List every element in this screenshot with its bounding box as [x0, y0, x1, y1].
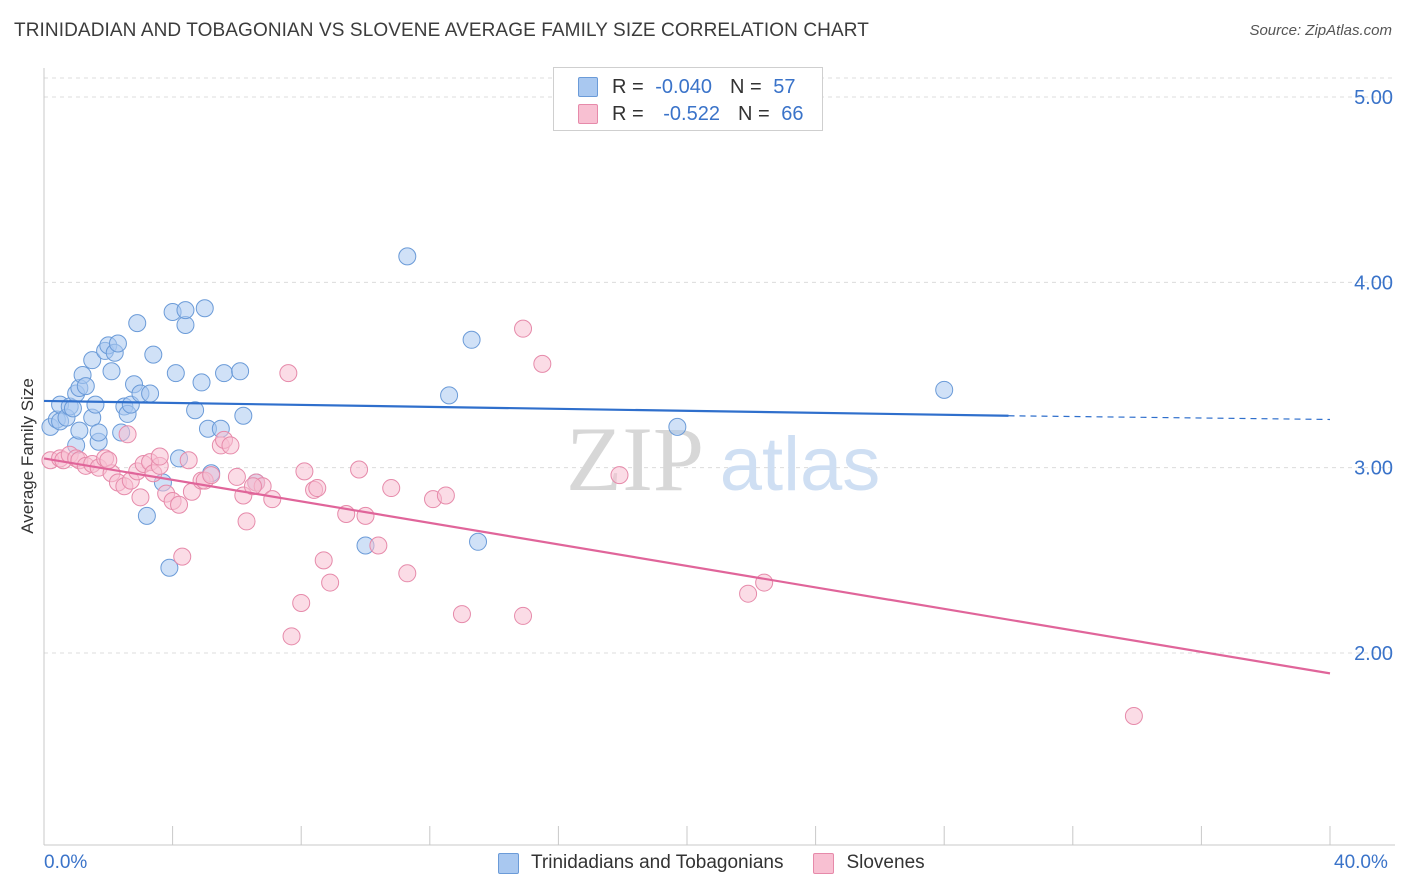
legend-swatch-blue [498, 852, 519, 874]
trend-line-1 [43, 457, 1331, 675]
data-point [382, 479, 401, 498]
data-point [295, 462, 314, 481]
data-point [176, 301, 195, 320]
data-point [166, 364, 185, 383]
data-point [469, 532, 488, 551]
x-tick-label-min: 0.0% [44, 852, 88, 873]
data-point [179, 451, 198, 470]
data-point [462, 330, 481, 349]
data-point [234, 406, 253, 425]
source-label: Source: ZipAtlas.com [1249, 22, 1392, 39]
data-point [263, 490, 282, 509]
data-point [314, 551, 333, 570]
series-1-points [41, 319, 1143, 726]
data-point [118, 425, 137, 444]
data-point [150, 447, 169, 466]
legend-item-trinidadians[interactable]: Trinidadians and Tobagonians [498, 852, 783, 874]
x-tick-label-max: 40.0% [1334, 852, 1388, 873]
data-point [533, 354, 552, 373]
chart-title: TRINIDADIAN AND TOBAGONIAN VS SLOVENE AV… [14, 20, 869, 41]
data-point [398, 564, 417, 583]
data-point [935, 380, 954, 399]
data-point [227, 467, 246, 486]
n-value: 57 [773, 75, 796, 98]
legend-swatch-pink [578, 104, 598, 124]
data-point [292, 593, 311, 612]
data-point [279, 364, 298, 383]
data-point [160, 558, 179, 577]
data-point [83, 351, 102, 370]
y-axis-label: Average Family Size [18, 378, 37, 534]
data-point [144, 345, 163, 364]
data-point [1124, 707, 1143, 726]
data-point [173, 547, 192, 566]
stats-legend: R = -0.040 N = 57 R = -0.522 N = 66 [553, 67, 823, 131]
data-point [131, 488, 150, 507]
legend-swatch-blue [578, 77, 598, 97]
series-legend: Trinidadians and Tobagonians Slovenes [498, 852, 955, 874]
data-point [128, 314, 147, 333]
data-point [231, 362, 250, 381]
data-point [102, 362, 121, 381]
legend-swatch-pink [813, 852, 835, 874]
data-point [308, 479, 327, 498]
data-point [398, 247, 417, 266]
stats-legend-row-blue: R = -0.040 N = 57 [578, 74, 795, 100]
trend-line-0 [43, 399, 1009, 417]
data-point [356, 506, 375, 525]
data-point [186, 401, 205, 420]
data-point [321, 573, 340, 592]
data-point [89, 423, 108, 442]
data-point [108, 334, 127, 353]
trend-lines [43, 399, 1331, 675]
legend-item-slovenes[interactable]: Slovenes [813, 852, 925, 874]
data-point [739, 584, 758, 603]
data-point [170, 495, 189, 514]
data-point [192, 373, 211, 392]
data-point [514, 319, 533, 338]
r-label: R = [612, 75, 644, 98]
n-value: 66 [781, 102, 804, 125]
data-point [436, 486, 455, 505]
data-point [755, 573, 774, 592]
legend-label: Slovenes [846, 852, 925, 873]
data-point [237, 512, 256, 531]
y-tick-label: 3.00 [1354, 458, 1393, 480]
y-tick-label: 5.00 [1354, 87, 1393, 109]
data-point [369, 536, 388, 555]
data-point [141, 384, 160, 403]
data-point [221, 436, 240, 455]
trend-line-0-extension [1008, 415, 1331, 421]
data-point [668, 417, 687, 436]
legend-label: Trinidadians and Tobagonians [531, 852, 784, 873]
data-point [282, 627, 301, 646]
data-point [76, 377, 95, 396]
data-point [452, 605, 471, 624]
data-point [350, 460, 369, 479]
data-point [243, 477, 262, 496]
n-label: N = [737, 102, 770, 125]
y-tick-label: 2.00 [1354, 643, 1393, 665]
watermark: ZIP atlas [566, 408, 880, 510]
r-value: -0.522 [663, 102, 720, 125]
data-point [70, 421, 89, 440]
data-point [610, 466, 629, 485]
r-label: R = [612, 102, 644, 125]
data-point [99, 451, 118, 470]
data-point [137, 506, 156, 525]
data-point [440, 386, 459, 405]
stats-legend-row-pink: R = -0.522 N = 66 [578, 101, 803, 127]
r-value: -0.040 [655, 75, 712, 98]
y-tick-labels: 2.00 3.00 4.00 5.00 [1354, 87, 1393, 665]
data-point [195, 299, 214, 318]
watermark-atlas: atlas [720, 422, 881, 507]
data-point [215, 364, 234, 383]
data-point [514, 606, 533, 625]
data-point [202, 466, 221, 485]
data-point [86, 395, 105, 414]
y-tick-label: 4.00 [1354, 272, 1393, 294]
n-label: N = [729, 75, 762, 98]
